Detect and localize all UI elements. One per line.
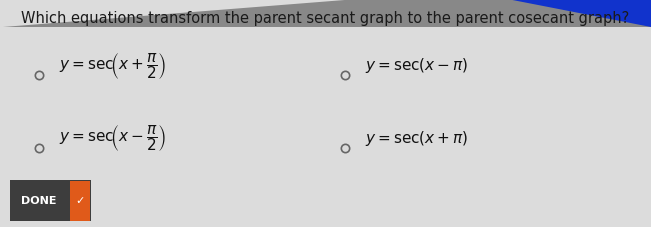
Polygon shape [456, 0, 651, 27]
Text: $y = \mathrm{sec}\!\left(x+\dfrac{\pi}{2}\right)$: $y = \mathrm{sec}\!\left(x+\dfrac{\pi}{2… [59, 51, 166, 81]
FancyBboxPatch shape [10, 180, 91, 221]
Text: $y = \mathrm{sec}(x+\pi)$: $y = \mathrm{sec}(x+\pi)$ [365, 129, 468, 148]
Text: DONE: DONE [21, 196, 57, 206]
Text: $y = \mathrm{sec}(x-\pi)$: $y = \mathrm{sec}(x-\pi)$ [365, 56, 468, 75]
Polygon shape [0, 0, 651, 27]
Text: Which equations transform the parent secant graph to the parent cosecant graph?: Which equations transform the parent sec… [21, 11, 630, 26]
Text: ✓: ✓ [76, 196, 85, 206]
Polygon shape [0, 0, 488, 27]
FancyBboxPatch shape [70, 181, 90, 221]
Text: $y = \mathrm{sec}\!\left(x-\dfrac{\pi}{2}\right)$: $y = \mathrm{sec}\!\left(x-\dfrac{\pi}{2… [59, 123, 166, 153]
